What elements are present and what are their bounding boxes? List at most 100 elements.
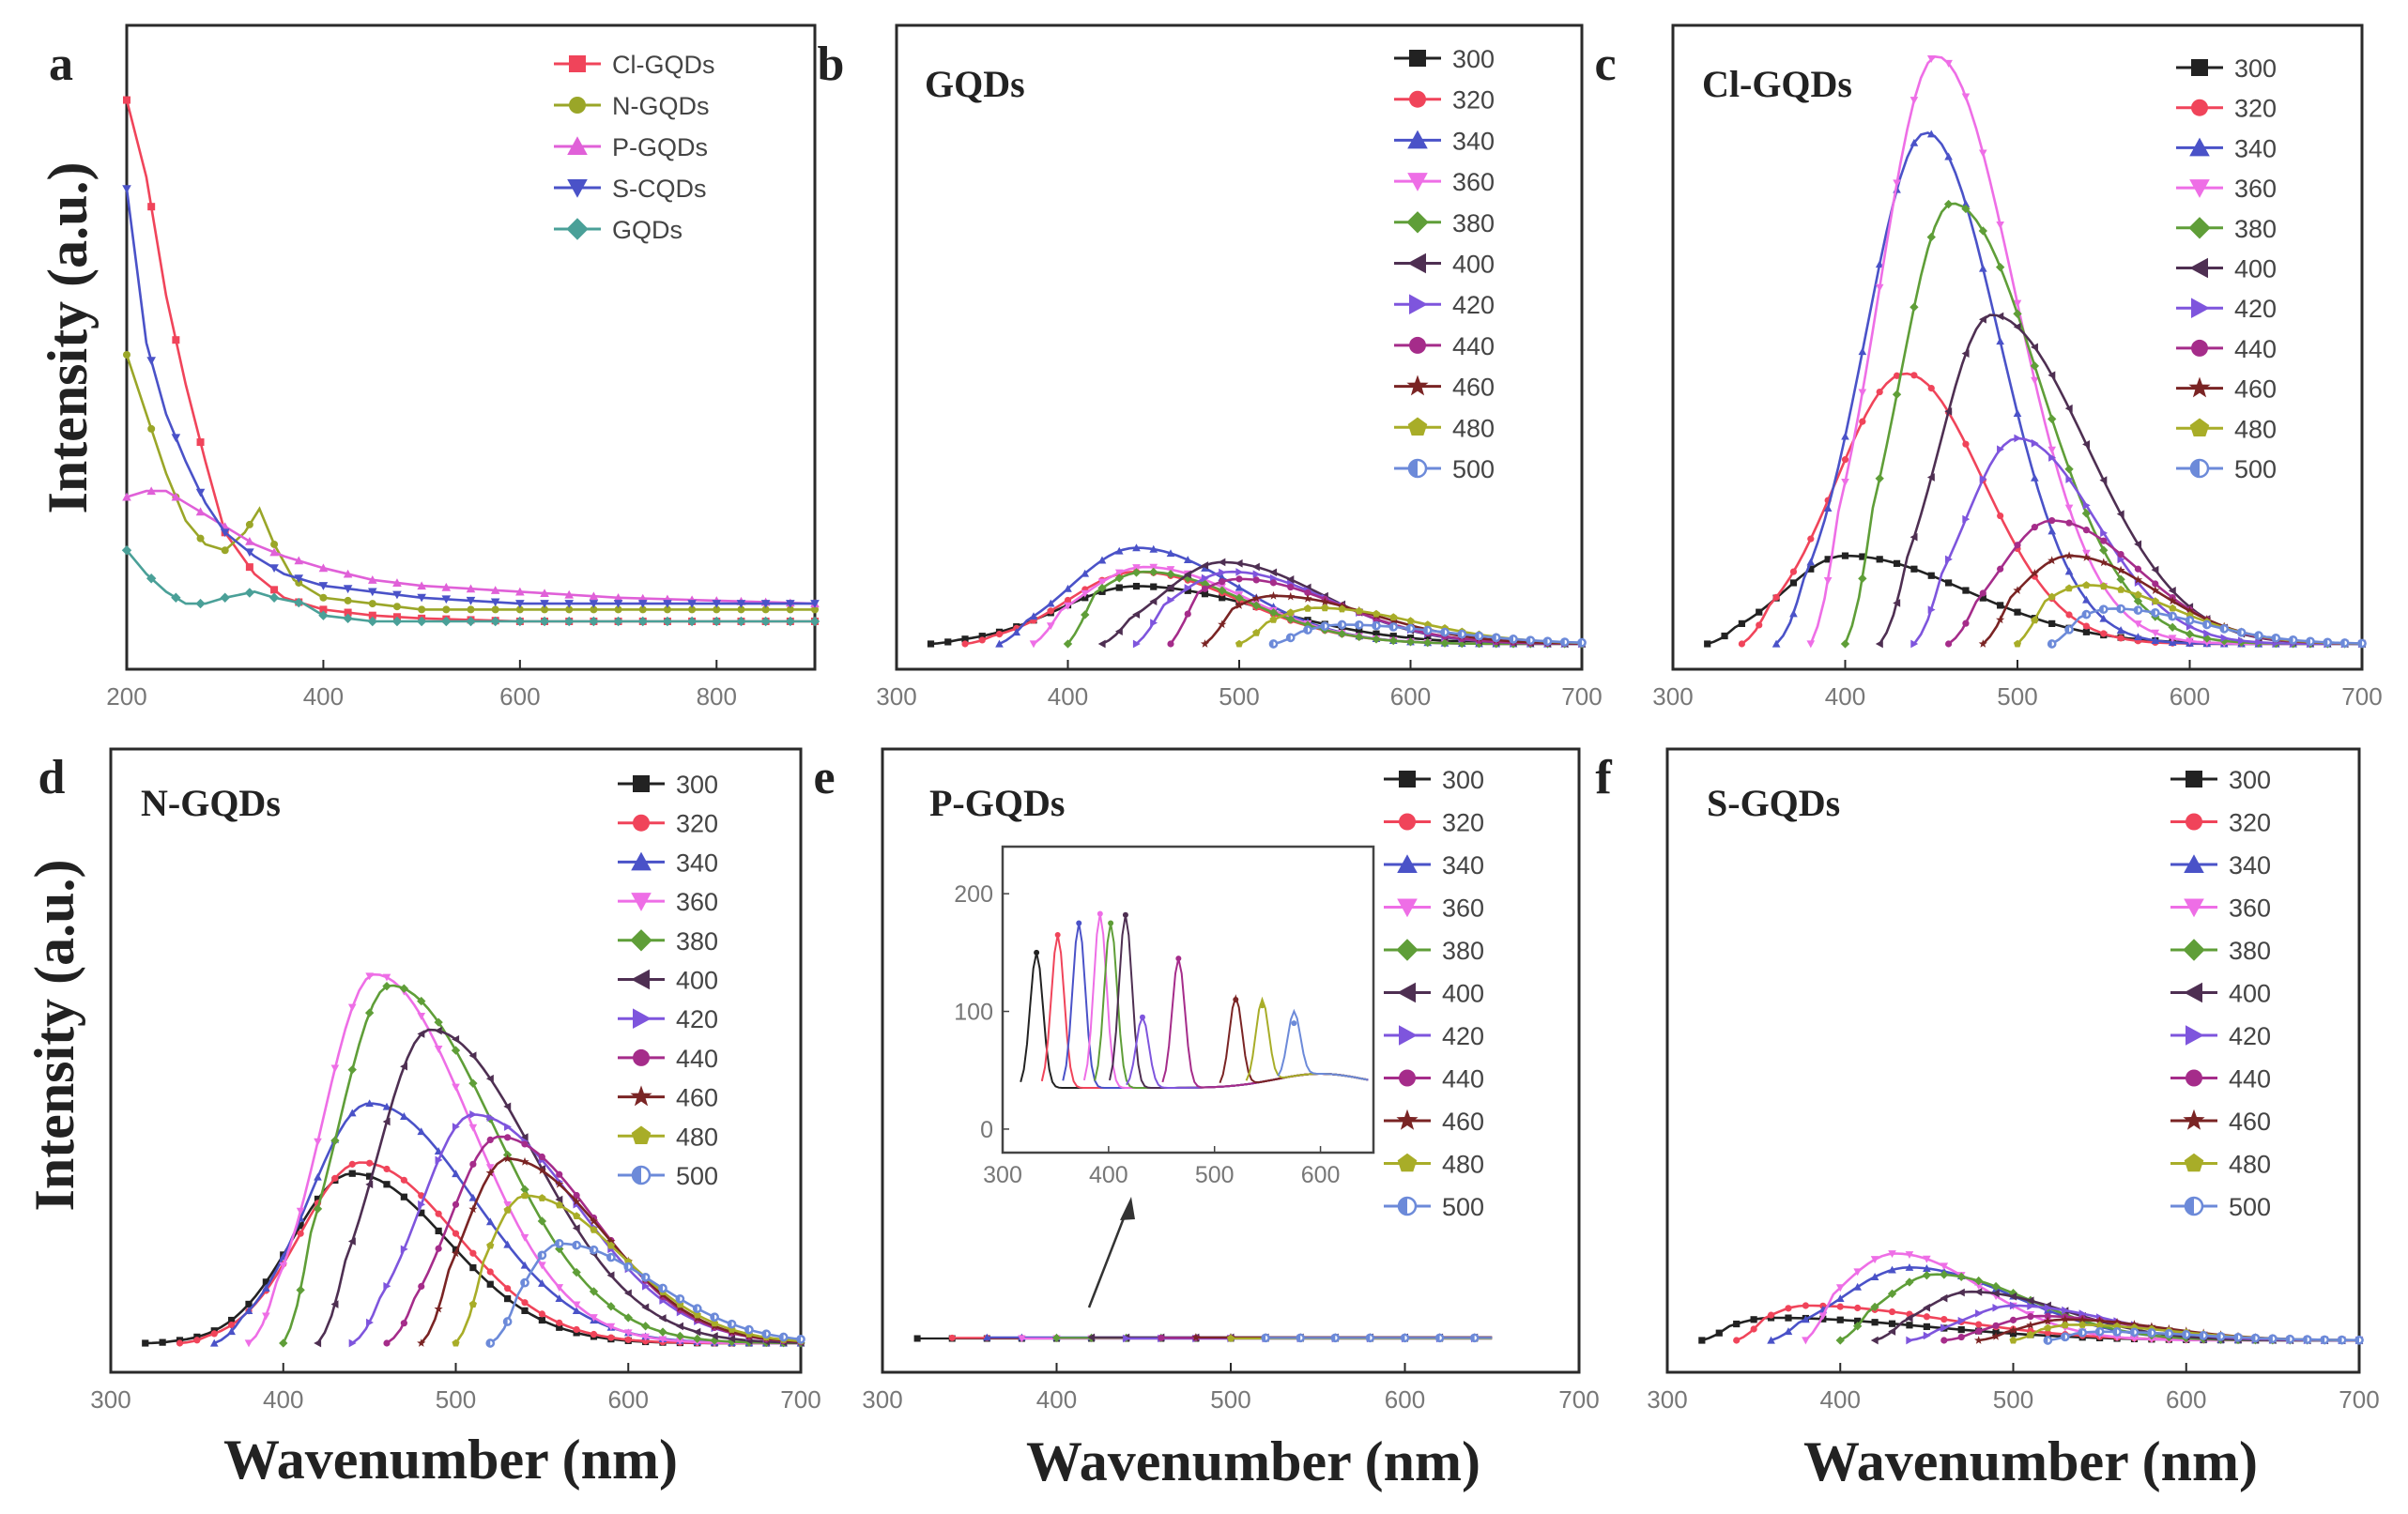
data-point — [314, 1338, 322, 1348]
data-point — [624, 1336, 632, 1343]
data-point — [2116, 510, 2124, 518]
data-point — [2009, 1330, 2017, 1338]
data-point — [613, 592, 623, 602]
legend-marker — [567, 136, 588, 155]
data-point — [1286, 591, 1296, 601]
legend-label: 440 — [2229, 1065, 2271, 1093]
x-tick-label: 300 — [1652, 682, 1693, 711]
data-point — [1756, 608, 1763, 616]
data-point — [400, 1062, 407, 1071]
data-point — [1235, 575, 1243, 583]
data-point — [1962, 619, 1970, 627]
data-point — [637, 616, 648, 627]
data-point — [1131, 568, 1142, 577]
data-point — [485, 1168, 495, 1177]
x-tick-label: 500 — [1993, 1385, 2033, 1414]
data-point — [1853, 1268, 1862, 1277]
data-point — [490, 616, 500, 627]
data-point — [538, 1316, 545, 1324]
data-point — [1184, 587, 1191, 594]
legend-entry: 300 — [2176, 54, 2277, 83]
data-point — [2082, 527, 2090, 534]
data-point — [1715, 1329, 1723, 1337]
data-point — [452, 1338, 460, 1347]
data-point — [1802, 1302, 1809, 1309]
data-point — [2168, 622, 2177, 632]
data-point — [1940, 1262, 1949, 1271]
legend-marker — [1406, 211, 1429, 234]
data-point — [416, 616, 427, 627]
data-point — [983, 1333, 991, 1341]
legend-entry: 340 — [618, 849, 718, 877]
data-point — [1910, 138, 1919, 146]
y-axis-label-top: Intensity (a.u.) — [37, 161, 99, 513]
legend-marker — [2191, 99, 2208, 116]
x-tick-label: 400 — [1048, 682, 1088, 711]
data-point — [520, 1133, 529, 1141]
data-point — [227, 1327, 236, 1336]
data-point — [391, 616, 403, 627]
data-point — [1871, 1319, 1879, 1326]
data-point — [676, 1322, 683, 1331]
data-point — [172, 336, 180, 344]
data-point — [1876, 556, 1883, 563]
data-point — [195, 598, 206, 609]
series-Cl-GQDs — [123, 96, 819, 625]
data-point — [1870, 1302, 1879, 1312]
data-point — [1132, 582, 1141, 590]
data-point — [2082, 501, 2091, 510]
data-point — [2031, 524, 2038, 531]
data-point — [122, 492, 131, 501]
data-point — [503, 1154, 513, 1163]
data-point — [1961, 199, 1971, 207]
inset-peak-point — [1122, 911, 1128, 918]
data-point — [1840, 639, 1850, 649]
legend-entry: 360 — [1384, 895, 1484, 923]
panel-c: 300 400 500 600 700 c Cl-GQDs 300 320 340 360 380 40… — [1594, 23, 2383, 711]
data-point — [1875, 283, 1884, 292]
data-point — [1910, 532, 1918, 542]
data-point — [641, 1333, 650, 1341]
legend-entry: 400 — [1394, 251, 1495, 279]
legend-marker — [1409, 50, 1426, 67]
data-point — [269, 547, 279, 557]
data-point — [2030, 569, 2039, 577]
data-point — [490, 598, 500, 607]
x-tick-label: 500 — [436, 1385, 476, 1414]
data-point — [555, 1200, 563, 1209]
data-point — [344, 608, 352, 617]
data-point — [486, 1113, 495, 1123]
data-point — [1962, 440, 1970, 448]
data-point — [1219, 594, 1226, 602]
legend-label: 320 — [2229, 809, 2271, 837]
data-point — [1405, 637, 1416, 647]
data-point — [1818, 1312, 1828, 1321]
data-point — [1767, 1336, 1775, 1344]
legend-marker — [1399, 1069, 1416, 1087]
data-point — [565, 605, 574, 614]
data-point — [2014, 608, 2021, 616]
data-point — [268, 592, 280, 603]
data-point — [2030, 361, 2040, 371]
data-point — [1235, 568, 1244, 576]
data-point — [296, 1285, 305, 1295]
data-point — [1854, 1304, 1862, 1312]
data-point — [1423, 637, 1433, 648]
data-point — [2133, 596, 2143, 606]
inset-frame — [1001, 845, 1375, 1155]
inset-arrow — [1087, 1210, 1128, 1308]
data-point — [1158, 1334, 1165, 1341]
data-point — [2100, 630, 2108, 637]
data-point — [572, 1301, 581, 1309]
data-point — [1201, 590, 1209, 598]
data-point — [1064, 596, 1072, 604]
data-point — [347, 1237, 356, 1246]
legend-marker — [2184, 982, 2202, 1003]
data-point — [520, 1185, 529, 1194]
data-point — [344, 596, 352, 604]
data-point — [1789, 568, 1798, 575]
data-point — [347, 1003, 357, 1012]
data-point — [435, 1245, 442, 1252]
legend-label: 460 — [1442, 1108, 1484, 1136]
